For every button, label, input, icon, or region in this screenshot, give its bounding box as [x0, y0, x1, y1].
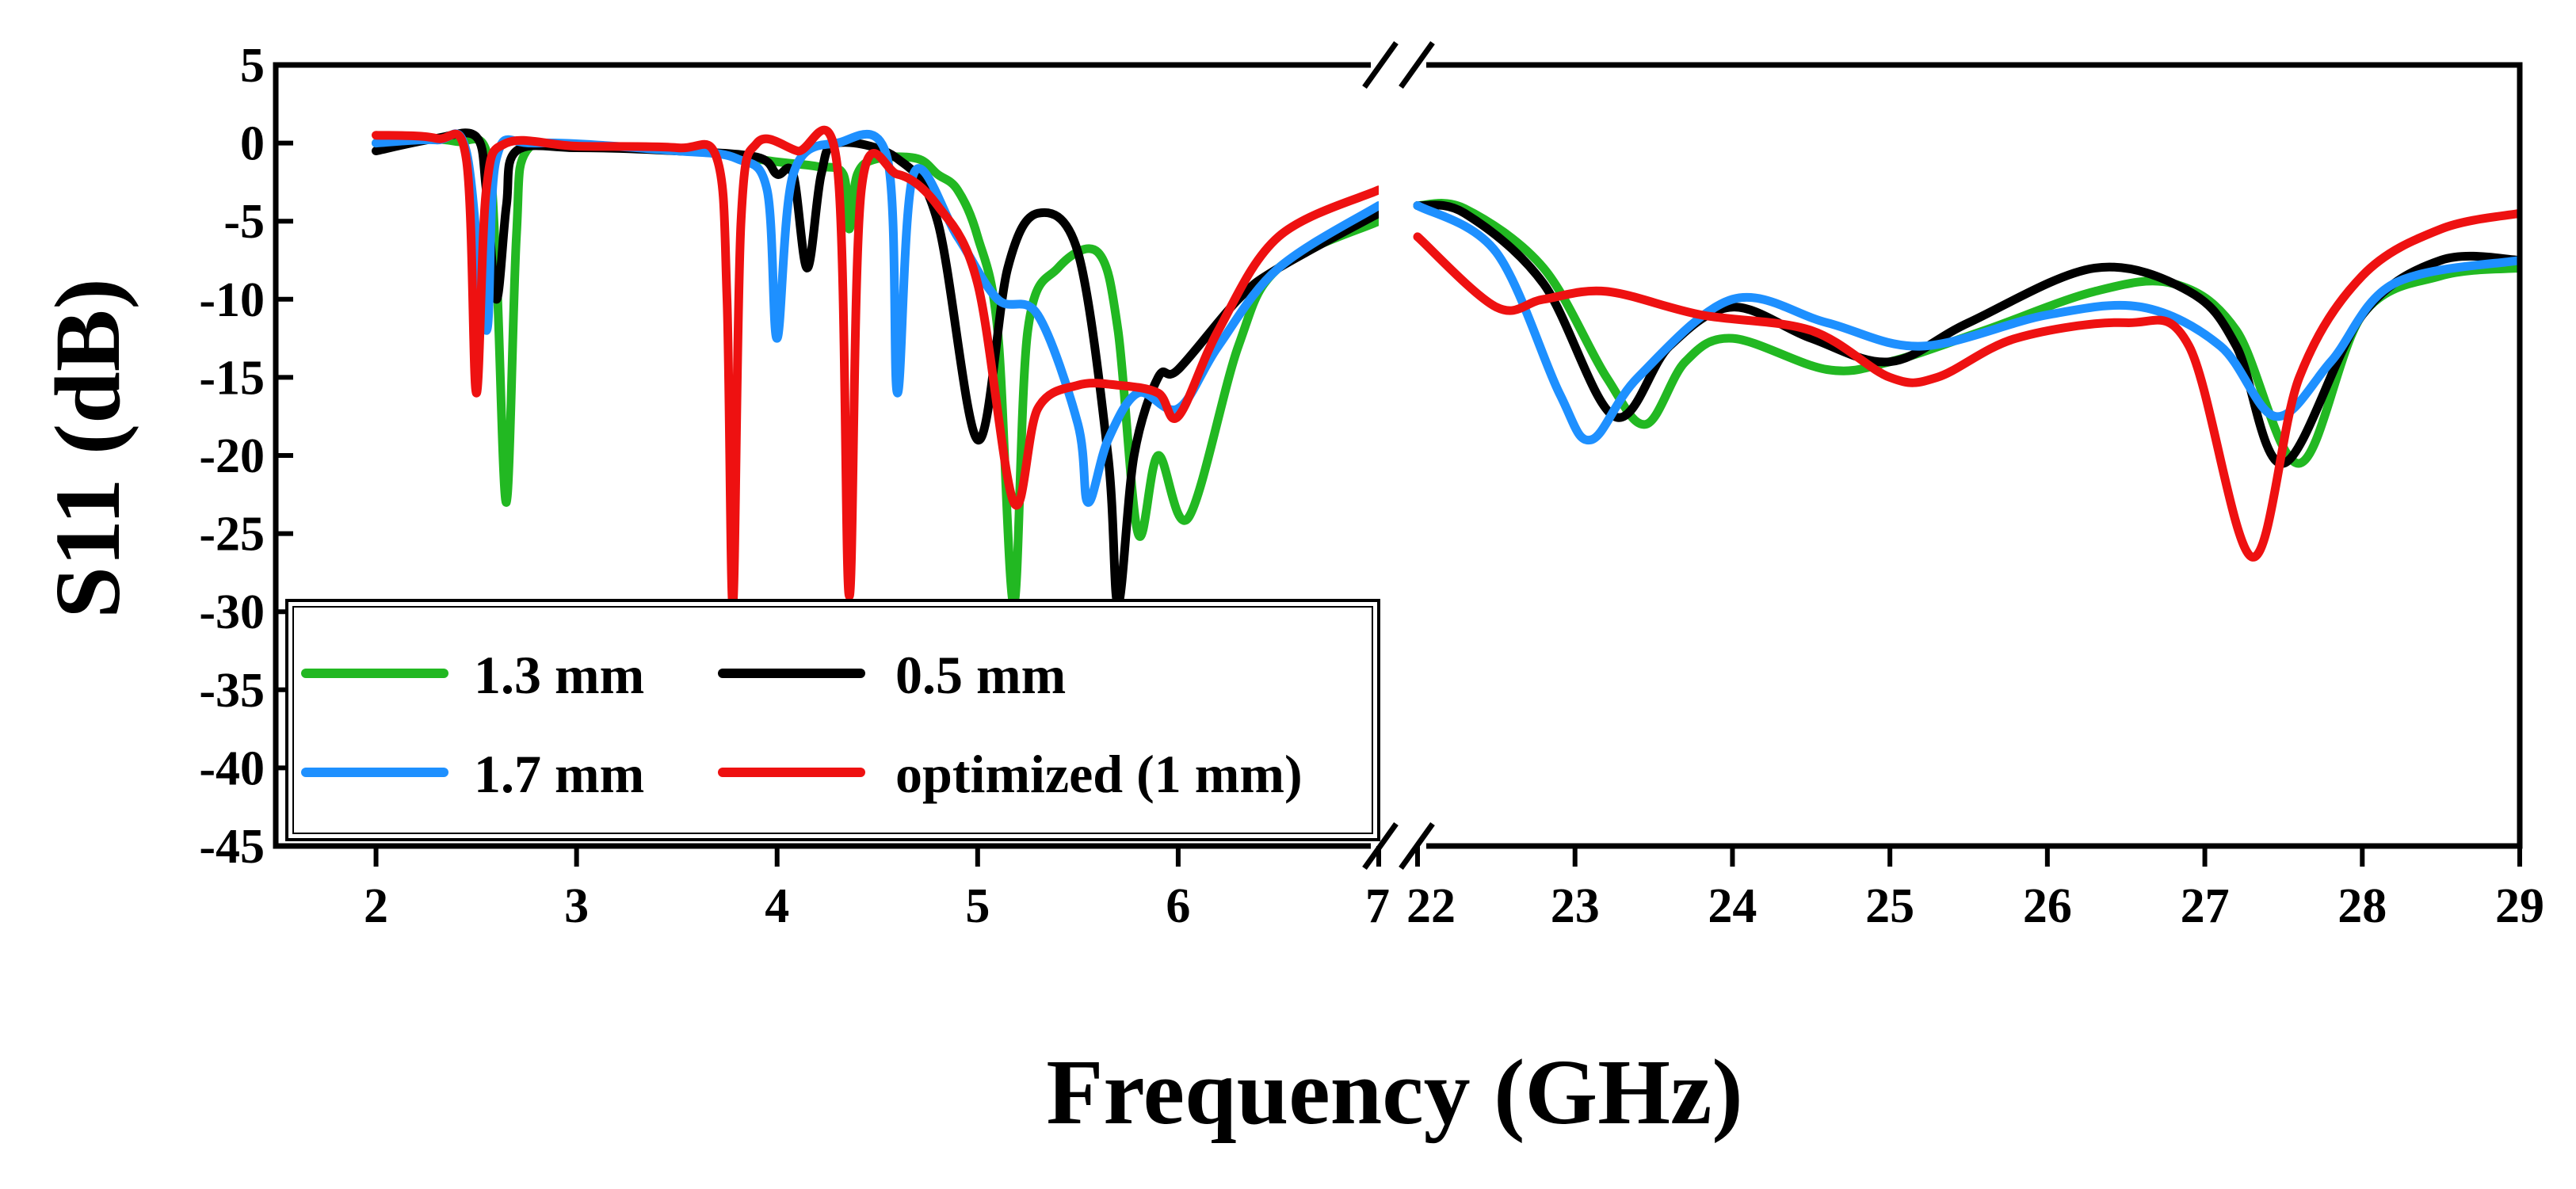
y-tick-label: -45: [199, 820, 265, 874]
x-tick-label: 27: [2181, 879, 2230, 933]
y-tick-label: -15: [199, 351, 265, 405]
x-tick-label: 28: [2337, 879, 2387, 933]
series-layer: [372, 125, 2520, 609]
x-tick-label: 24: [1708, 879, 1757, 933]
y-tick-label: 5: [240, 39, 265, 93]
series-line-1-7-mm-low: [372, 129, 1379, 507]
legend-inner-border: [292, 606, 1373, 834]
y-tick-label: -40: [199, 741, 265, 795]
series-line-1-7-mm-high: [1413, 201, 2520, 445]
y-axis-title: S11 (dB): [36, 278, 139, 619]
y-tick-label: -35: [199, 664, 265, 718]
x-tick-label: 23: [1551, 879, 1600, 933]
x-axis-title: Frequency (GHz): [1046, 1040, 1742, 1144]
x-tick-label: 26: [2023, 879, 2072, 933]
y-tick-label: -10: [199, 273, 265, 327]
series-line-optimized-1-mm-high: [1413, 208, 2520, 562]
x-tick-label: 5: [965, 879, 990, 933]
series-line-1-3-mm-low: [372, 134, 1379, 608]
x-tick-label: 4: [765, 879, 789, 933]
x-tick-label: 6: [1166, 879, 1190, 933]
legend-label: 0.5 mm: [895, 645, 1066, 705]
x-tick-label: 22: [1406, 879, 1456, 933]
x-tick-label: 29: [2495, 879, 2544, 933]
y-tick-label: -5: [223, 195, 265, 249]
y-tick-label: 0: [240, 117, 265, 171]
y-tick-label: -30: [199, 585, 265, 639]
x-tick-label: 3: [564, 879, 589, 933]
legend-label: optimized (1 mm): [895, 744, 1303, 804]
legend-item-0-5-mm: 0.5 mm: [718, 645, 1066, 705]
axis-break-top: [1362, 40, 1435, 90]
legend-item-optimized-1-mm: optimized (1 mm): [718, 744, 1303, 804]
x-tick-label: 7: [1365, 879, 1390, 933]
tick-label-layer: 50-5-10-15-20-25-30-35-40-452 3 4 5 6 7 22 23 24…: [199, 39, 2544, 933]
series-line-0-5-mm-high: [1413, 200, 2520, 468]
y-tick-label: -20: [199, 429, 265, 483]
legend-item-1-3-mm: 1.3 mm: [301, 645, 644, 705]
x-tick-label: 25: [1865, 879, 1914, 933]
legend: 1.3 mm 0.5 mm 1.7 mm optimized (1 mm): [285, 599, 1380, 841]
series-line-0-5-mm-low: [372, 128, 1379, 608]
legend-item-1-7-mm: 1.7 mm: [301, 744, 644, 804]
x-tick-label: 2: [364, 879, 388, 933]
legend-box: [285, 599, 1380, 841]
series-line-optimized-1-mm-low: [372, 125, 1379, 609]
legend-label: 1.7 mm: [474, 744, 644, 804]
y-tick-label: -25: [199, 508, 265, 562]
legend-label: 1.3 mm: [474, 645, 644, 705]
